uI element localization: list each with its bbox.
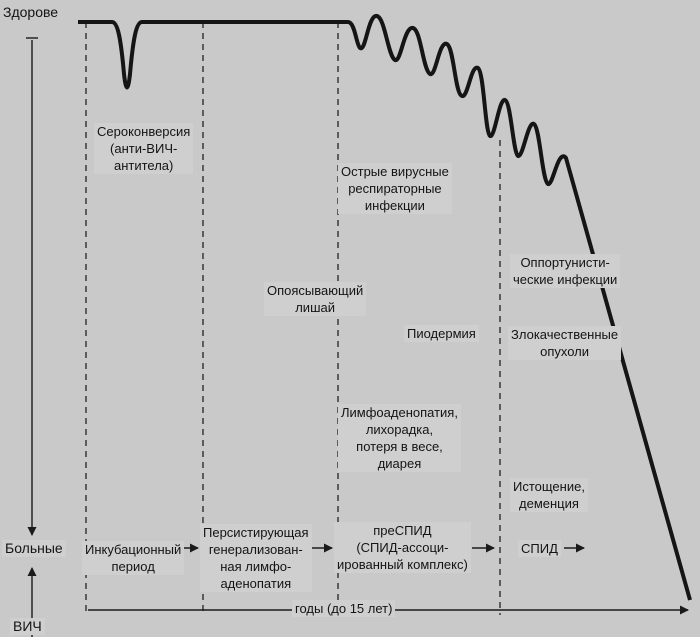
event-seroconversion: Сероконверсия (анти-ВИЧ- антитела) xyxy=(94,123,194,174)
event-acute-viral-infections: Острые вирусные респираторные инфекции xyxy=(338,163,452,214)
event-opportunistic-infections: Оппортунисти- ческие инфекции xyxy=(510,254,621,288)
event-lymphadenopathy: Лимфоаденопатия, лихорадка, потеря в вес… xyxy=(338,404,461,472)
event-malignant-tumors: Злокачественные опухоли xyxy=(508,326,622,360)
event-herpes-zoster: Опоясывающий лишай xyxy=(264,282,367,316)
event-wasting-dementia: Истощение, деменция xyxy=(510,478,588,512)
time-axis-label: годы (до 15 лет) xyxy=(292,600,396,617)
state-label-healthy: Здорове xyxy=(3,4,59,20)
stage-label-pre-aids: преСПИД (СПИД-ассоци- ированный комплекс… xyxy=(334,522,471,573)
state-label-hiv: ВИЧ xyxy=(10,618,45,635)
stage-label-aids: СПИД xyxy=(518,540,561,557)
stage-label-incubation: Инкубационный период xyxy=(82,541,185,575)
health-curve xyxy=(78,14,692,601)
state-label-sick: Больные xyxy=(2,540,66,557)
event-pyoderma: Пиодермия xyxy=(404,325,479,342)
stage-label-lymphadenopathy: Персистирующая генерализован- ная лимфо-… xyxy=(200,524,312,592)
